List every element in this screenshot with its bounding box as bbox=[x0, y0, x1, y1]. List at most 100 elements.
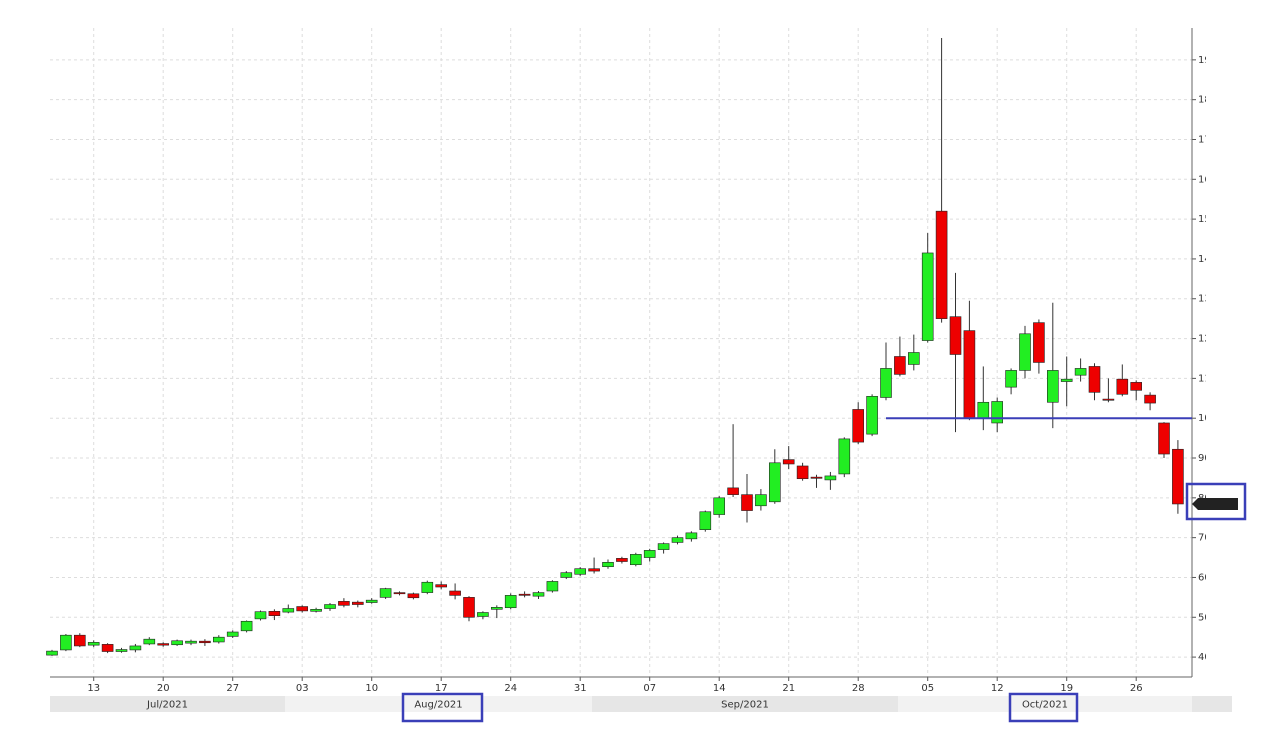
candle-body bbox=[921, 252, 934, 341]
x-tick-label: 21 bbox=[782, 683, 795, 694]
candle-body bbox=[115, 649, 128, 652]
candle-body bbox=[574, 568, 587, 575]
y-tick-label: 400.00 bbox=[1198, 652, 1233, 663]
candle-body bbox=[157, 643, 169, 646]
candle-body bbox=[407, 593, 420, 599]
candle-body bbox=[866, 395, 878, 435]
candle-body bbox=[1172, 448, 1184, 505]
candle-body bbox=[1116, 378, 1129, 395]
y-tick-label: 700.00 bbox=[1198, 533, 1233, 544]
candle-body bbox=[741, 494, 753, 511]
x-tick-label: 19 bbox=[1060, 683, 1073, 694]
x-tick-label: 12 bbox=[991, 683, 1004, 694]
candle-body bbox=[949, 316, 962, 355]
x-tick-label: 14 bbox=[713, 683, 726, 694]
candle-body bbox=[768, 462, 781, 503]
candle-body bbox=[782, 459, 795, 465]
y-tick-label: 1500.00 bbox=[1198, 214, 1239, 225]
candle-body bbox=[838, 438, 851, 475]
y-tick-label: 1800.00 bbox=[1198, 95, 1239, 106]
month-label: Sep/2021 bbox=[721, 700, 769, 711]
y-tick-label: 1100.00 bbox=[1198, 373, 1239, 384]
x-tick-label: 05 bbox=[921, 683, 934, 694]
candle-body bbox=[379, 588, 392, 598]
candle-body bbox=[185, 640, 197, 644]
x-tick-label: 27 bbox=[226, 683, 239, 694]
candle-body bbox=[87, 642, 100, 646]
candle-body bbox=[226, 631, 239, 637]
month-band bbox=[285, 696, 592, 712]
candle-body bbox=[421, 581, 434, 593]
candle-body bbox=[755, 494, 767, 507]
candle-body bbox=[1158, 422, 1170, 455]
candle-body bbox=[588, 568, 600, 572]
candle-body bbox=[435, 584, 448, 588]
candle-body bbox=[296, 606, 309, 612]
month-band bbox=[898, 696, 1192, 712]
candle-body bbox=[351, 601, 364, 605]
candle-body bbox=[282, 608, 295, 613]
candle-body bbox=[532, 592, 545, 597]
candle-body bbox=[240, 620, 253, 632]
y-tick-label: 600.00 bbox=[1198, 572, 1233, 583]
candle-body bbox=[727, 487, 739, 495]
candle-body bbox=[338, 601, 350, 606]
candle-body bbox=[894, 356, 906, 375]
candle-body bbox=[199, 640, 211, 644]
candle-body bbox=[602, 562, 614, 568]
candle-body bbox=[1005, 370, 1017, 388]
y-tick-label: 1200.00 bbox=[1198, 334, 1239, 345]
candle-body bbox=[60, 634, 72, 651]
candle-body bbox=[268, 611, 281, 616]
candle-body bbox=[490, 607, 503, 610]
candle-body bbox=[560, 572, 573, 578]
month-label: Jul/2021 bbox=[146, 700, 188, 711]
candle-body bbox=[907, 352, 920, 365]
x-tick-label: 07 bbox=[643, 683, 656, 694]
month-band bbox=[592, 696, 898, 712]
x-tick-label: 20 bbox=[157, 683, 170, 694]
candle-body bbox=[101, 644, 114, 652]
y-tick-label: 1700.00 bbox=[1198, 134, 1239, 145]
price-pointer bbox=[1192, 497, 1238, 510]
candle-body bbox=[629, 554, 642, 566]
candle-body bbox=[449, 590, 461, 596]
candle-body bbox=[824, 475, 837, 481]
candle-body bbox=[365, 599, 378, 603]
y-tick-label: 1300.00 bbox=[1198, 294, 1239, 305]
candle-body bbox=[518, 593, 531, 596]
x-tick-label: 03 bbox=[296, 683, 309, 694]
annotation-box bbox=[401, 692, 484, 723]
candle-body bbox=[963, 330, 976, 419]
candle-body bbox=[991, 401, 1004, 424]
candle-body bbox=[1102, 398, 1115, 401]
candle-body bbox=[1033, 322, 1045, 363]
candle-body bbox=[880, 368, 892, 398]
candle-body bbox=[796, 465, 809, 480]
candle-body bbox=[1060, 378, 1073, 382]
candle-body bbox=[713, 497, 726, 515]
month-label: Oct/2021 bbox=[1022, 700, 1068, 711]
candle-body bbox=[1047, 370, 1059, 403]
candle-body bbox=[310, 609, 322, 612]
candle-body bbox=[171, 640, 183, 646]
candle-body bbox=[1088, 366, 1101, 393]
candle-body bbox=[1130, 382, 1142, 391]
candle-body bbox=[504, 595, 517, 609]
candle-body bbox=[657, 543, 670, 550]
x-tick-label: 13 bbox=[87, 683, 100, 694]
candle-body bbox=[393, 592, 406, 595]
candle-body bbox=[74, 634, 86, 647]
candle-body bbox=[699, 511, 712, 530]
candle-body bbox=[616, 558, 628, 562]
candle-body bbox=[254, 611, 267, 620]
y-tick-label: 500.00 bbox=[1198, 612, 1233, 623]
month-label: Aug/2021 bbox=[414, 700, 462, 711]
candle-body bbox=[643, 550, 656, 558]
candle-body bbox=[546, 581, 559, 592]
x-tick-label: 10 bbox=[365, 683, 378, 694]
y-tick-label: 1000.00 bbox=[1198, 413, 1239, 424]
y-tick-label: 1600.00 bbox=[1198, 174, 1239, 185]
annotation-box bbox=[1185, 482, 1247, 521]
